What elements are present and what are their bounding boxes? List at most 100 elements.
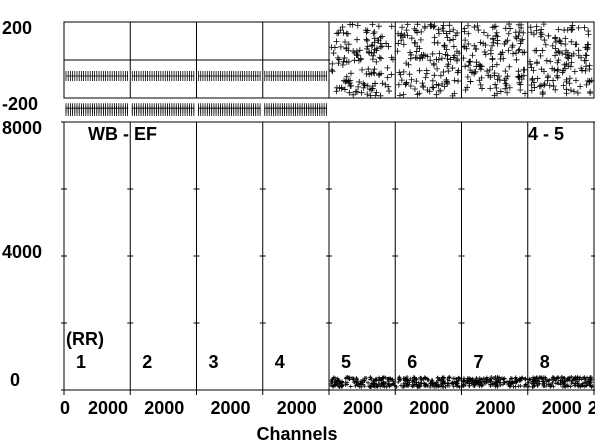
phase-point: [364, 37, 371, 44]
amp-ytick-4000: 4000: [2, 242, 42, 262]
phase-point: [513, 50, 520, 57]
phase-point: [572, 41, 579, 48]
amplitude-point: [377, 381, 382, 386]
phase-point: [346, 89, 353, 96]
phase-point: [366, 49, 373, 56]
amplitude-point: [501, 377, 506, 382]
phase-point: [444, 55, 451, 62]
amplitude-point: [405, 374, 410, 379]
phase-point: [408, 35, 415, 42]
phase-point: [437, 87, 444, 94]
phase-point: [445, 68, 452, 75]
phase-point: [472, 68, 479, 75]
phase-point: [489, 63, 496, 70]
phase-point: [439, 25, 446, 32]
amplitude-point: [345, 382, 350, 387]
phase-point: [446, 37, 453, 44]
phase-point: [561, 61, 568, 68]
phase-point: [379, 80, 386, 87]
phase-point: [400, 41, 407, 48]
phase-point: [433, 91, 440, 98]
phase-point: [417, 54, 424, 61]
phase-point: [364, 91, 371, 98]
phase-point: [563, 47, 569, 54]
amplitude-point: [467, 383, 472, 388]
phase-point: [494, 33, 501, 40]
phase-point: [477, 81, 484, 88]
phase-point: [449, 65, 456, 72]
amplitude-point: [531, 377, 536, 382]
phase-point: [473, 63, 480, 70]
amplitude-point: [567, 378, 572, 383]
amplitude-panel: [61, 121, 595, 395]
amplitude-point: [388, 377, 393, 382]
phase-point: [419, 80, 426, 87]
phase-point: [537, 52, 544, 59]
phase-point: [363, 29, 370, 36]
amplitude-point: [374, 382, 379, 387]
amplitude-point: [433, 383, 438, 388]
phase-data-marks: [65, 21, 595, 116]
phase-point: [423, 67, 430, 74]
phase-point: [436, 50, 443, 57]
phase-point: [328, 67, 335, 74]
phase-panel: [63, 21, 595, 116]
phase-point: [386, 88, 393, 95]
phase-point: [453, 57, 460, 64]
amplitude-point: [476, 378, 481, 383]
phase-point: [453, 48, 460, 55]
subplot-label: 4: [275, 352, 285, 372]
phase-point: [356, 47, 363, 54]
phase-point: [418, 51, 425, 58]
phase-point: [405, 61, 412, 68]
phase-point: [398, 77, 405, 84]
phase-point: [543, 57, 550, 64]
baseline-label: WB - EF: [88, 124, 157, 144]
phase-point: [484, 68, 491, 75]
phase-point: [494, 90, 501, 97]
amplitude-point: [544, 383, 549, 388]
phase-point: [539, 89, 546, 96]
phase-point: [370, 52, 377, 59]
amplitude-point: [583, 378, 588, 383]
phase-point: [467, 78, 474, 85]
amplitude-point: [511, 384, 516, 389]
amplitude-point: [463, 379, 468, 384]
phase-point: [564, 54, 571, 61]
phase-point: [575, 47, 582, 54]
phase-point: [545, 73, 552, 80]
phase-point: [389, 56, 396, 63]
phase-point: [335, 60, 342, 67]
phase-point: [349, 21, 356, 28]
amplitude-point: [531, 376, 536, 381]
phase-point: [541, 81, 548, 88]
phase-point: [422, 74, 429, 81]
phase-point: [562, 41, 569, 48]
amplitude-point: [559, 374, 564, 379]
phase-point: [435, 26, 442, 33]
phase-point: [449, 92, 456, 99]
amplitude-point: [526, 380, 531, 385]
amplitude-point: [584, 383, 589, 388]
phase-point: [552, 86, 559, 93]
phase-point: [344, 30, 351, 37]
x-tick-label: 2000: [144, 398, 184, 418]
phase-point: [359, 66, 366, 73]
x-tick-label: 2000: [277, 398, 317, 418]
phase-point: [566, 80, 573, 87]
amplitude-point: [425, 383, 430, 388]
amplitude-point: [375, 384, 380, 389]
phase-point: [430, 84, 437, 91]
phase-point: [566, 75, 573, 82]
phase-point: [371, 28, 378, 35]
phase-point: [377, 40, 384, 47]
phase-point: [581, 24, 588, 31]
phase-point: [334, 30, 341, 37]
phase-point: [567, 87, 574, 94]
amplitude-point: [338, 380, 343, 385]
phase-point: [492, 81, 499, 88]
amplitude-point: [329, 381, 334, 386]
amplitude-point: [394, 384, 399, 389]
amplitude-point: [353, 379, 358, 384]
subplot-label: 3: [209, 352, 219, 372]
